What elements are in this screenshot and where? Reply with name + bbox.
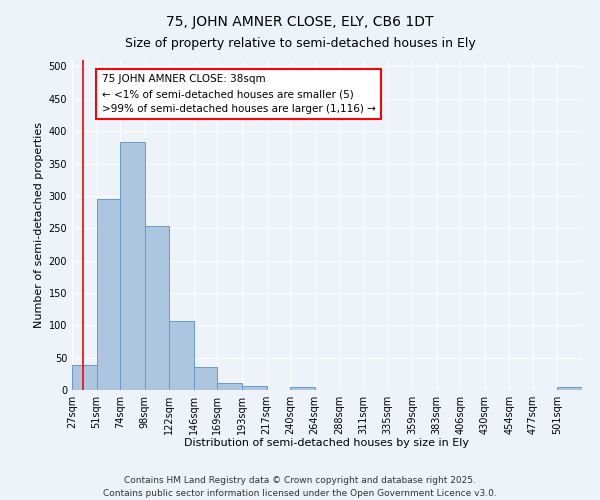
Bar bbox=[145, 226, 169, 390]
Bar bbox=[120, 142, 145, 390]
Y-axis label: Number of semi-detached properties: Number of semi-detached properties bbox=[34, 122, 44, 328]
Text: 75 JOHN AMNER CLOSE: 38sqm
← <1% of semi-detached houses are smaller (5)
>99% of: 75 JOHN AMNER CLOSE: 38sqm ← <1% of semi… bbox=[101, 74, 376, 114]
Bar bbox=[194, 366, 217, 390]
Text: Contains HM Land Registry data © Crown copyright and database right 2025.
Contai: Contains HM Land Registry data © Crown c… bbox=[103, 476, 497, 498]
Bar bbox=[217, 383, 242, 390]
Bar bbox=[169, 321, 194, 390]
Text: Size of property relative to semi-detached houses in Ely: Size of property relative to semi-detach… bbox=[125, 38, 475, 51]
Text: 75, JOHN AMNER CLOSE, ELY, CB6 1DT: 75, JOHN AMNER CLOSE, ELY, CB6 1DT bbox=[166, 15, 434, 29]
Bar bbox=[97, 199, 120, 390]
Bar bbox=[290, 387, 315, 390]
Bar bbox=[72, 366, 97, 390]
Bar bbox=[242, 386, 266, 390]
Bar bbox=[557, 388, 582, 390]
X-axis label: Distribution of semi-detached houses by size in Ely: Distribution of semi-detached houses by … bbox=[185, 438, 470, 448]
